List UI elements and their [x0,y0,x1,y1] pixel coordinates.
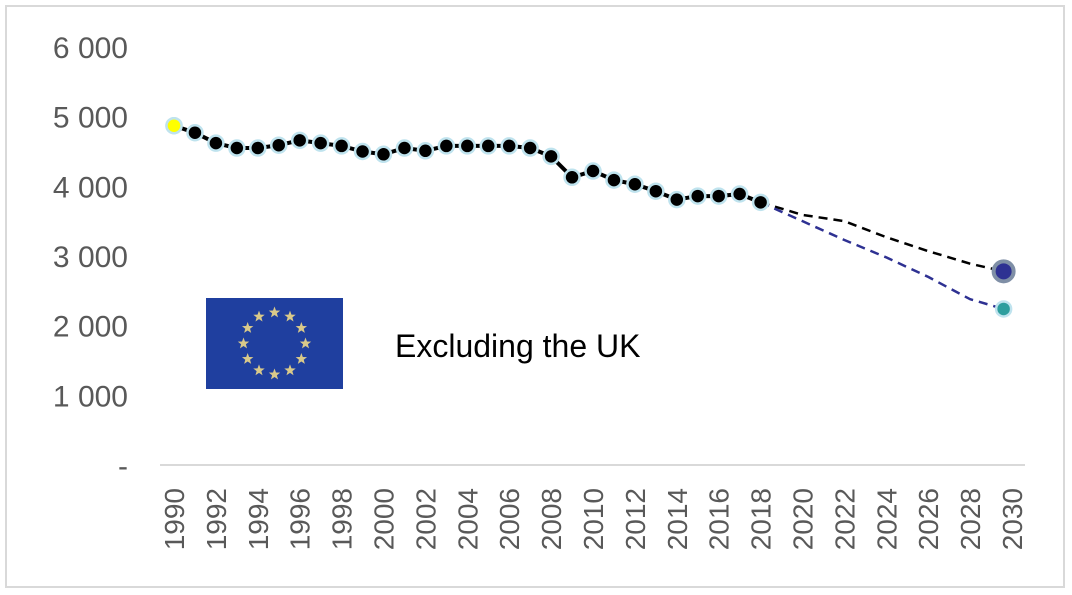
x-tick-label: 2002 [410,488,441,550]
y-tick-label: 4 000 [53,171,128,204]
data-point [605,171,623,189]
flag-star-icon [284,364,296,376]
data-point [626,175,644,193]
data-point [249,139,267,157]
highlight-point-0 [165,116,183,135]
data-point [437,137,456,155]
y-tick-label: 6 000 [53,32,128,65]
data-points [165,116,1016,318]
y-tick-label: 3 000 [53,241,128,274]
x-tick-label: 2020 [788,488,819,550]
annotation-excluding-uk: Excluding the UK [395,328,640,364]
x-tick-label: 2012 [620,488,651,550]
flag-star-icon [268,368,281,380]
data-point [207,134,225,152]
x-tick-label: 2022 [829,488,860,550]
x-tick-label: 2018 [746,488,777,550]
series-line-2 [760,201,1004,311]
x-tick-label: 2026 [913,488,944,550]
x-axis-ticks: 1990 1992 1994 1996 1998 2000 2002 2004 2006 2008… [159,488,1028,550]
data-point [647,182,665,200]
data-point [270,136,288,154]
data-point [730,185,749,203]
data-point [228,139,246,157]
data-point [521,139,539,157]
data-point [395,139,414,157]
data-point [332,137,351,155]
x-tick-label: 2016 [704,488,735,550]
x-tick-label: 2024 [871,488,902,550]
x-tick-label: 2008 [536,488,567,550]
y-axis-ticks: - 1 000 2 000 3 000 4 000 5 000 6 000 [53,32,128,483]
data-point [542,147,560,166]
data-point [668,190,686,209]
data-point [311,134,330,152]
flag-star-icon [268,306,281,318]
data-point [689,187,707,205]
data-point [186,123,204,142]
x-tick-label: 2030 [997,488,1028,550]
x-tick-label: 2000 [369,488,400,550]
highlight-point-2 [994,300,1013,318]
data-point [563,168,581,187]
flag-star-icon [253,364,265,376]
flag-star-icon [253,310,265,322]
x-tick-label: 1994 [243,488,274,550]
flag-star-icon [237,337,250,349]
data-point [584,162,602,180]
eu-flag-icon [206,298,343,389]
x-tick-label: 2014 [662,488,693,550]
data-point [479,137,497,155]
y-tick-label: 1 000 [53,380,128,413]
y-tick-label: - [118,450,128,483]
flag-star-icon [295,322,308,333]
highlight-point-1 [991,259,1016,284]
data-point [458,137,477,155]
flag-star-icon [299,337,312,349]
flag-star-icon [241,322,254,333]
x-tick-label: 2004 [452,488,483,550]
data-point [374,145,393,164]
x-tick-label: 1992 [201,488,232,550]
x-tick-label: 2010 [578,488,609,550]
x-tick-label: 2006 [494,488,525,550]
flag-star-icon [284,310,296,322]
data-point [290,131,309,150]
data-point [500,137,518,155]
series-line-1 [760,201,1004,273]
flag-star-icon [241,353,254,364]
data-point [751,193,770,212]
x-tick-label: 1996 [285,488,316,550]
series-group [173,123,1004,311]
x-tick-label: 1998 [327,488,358,550]
data-point [353,142,372,161]
y-tick-label: 5 000 [53,102,128,135]
data-point [416,142,435,160]
x-tick-label: 1990 [159,488,190,550]
x-tick-label: 2028 [955,488,986,550]
chart-frame [5,5,1065,588]
flag-star-icon [295,353,308,364]
y-tick-label: 2 000 [53,311,128,344]
data-point [709,187,728,205]
